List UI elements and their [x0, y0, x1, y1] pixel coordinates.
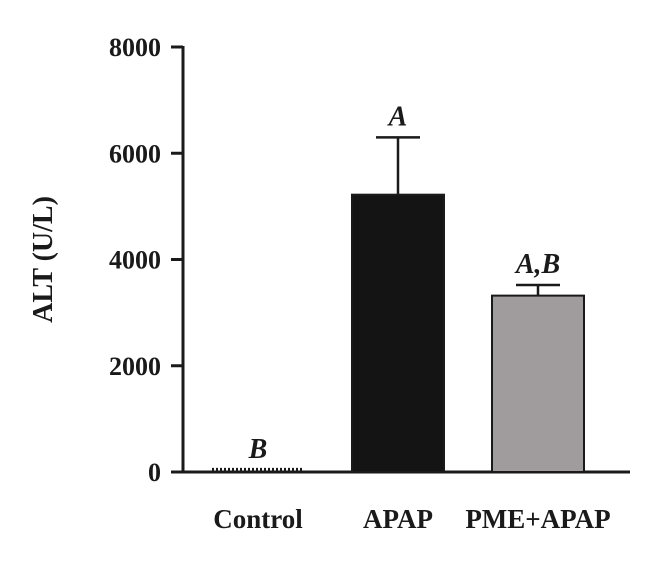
significance-label: B: [248, 434, 268, 465]
y-tick-label: 4000: [109, 246, 161, 275]
significance-label: A,B: [514, 249, 560, 280]
x-category-label: Control: [213, 504, 303, 534]
significance-label: A: [387, 101, 408, 132]
y-axis-title: ALT (U/L): [28, 196, 59, 323]
y-tick-label: 8000: [109, 33, 161, 62]
y-tick-label: 2000: [109, 352, 161, 381]
y-tick-label: 0: [148, 458, 161, 487]
x-category-label: PME+APAP: [465, 504, 610, 534]
bar: [491, 294, 585, 473]
bar: [351, 193, 445, 473]
x-category-label: APAP: [363, 504, 433, 534]
y-tick-label: 6000: [109, 139, 161, 168]
